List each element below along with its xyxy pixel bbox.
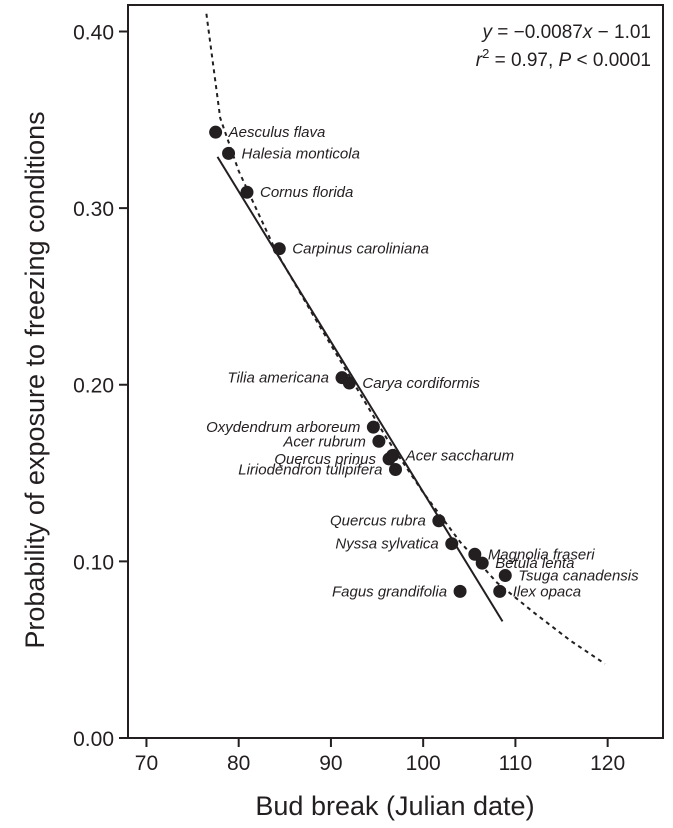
point-label: Quercus prinus: [274, 451, 376, 468]
point-label: Liriodendron tulipifera: [238, 462, 382, 479]
x-axis-title: Bud break (Julian date): [255, 791, 534, 821]
point-label: Carya cordiformis: [362, 375, 480, 392]
point-label: Halesia monticola: [242, 145, 360, 162]
x-tick-label: 110: [499, 752, 532, 775]
point-label: Betula lenta: [495, 555, 574, 572]
data-point: [209, 125, 223, 139]
point-labels: Aesculus flava Halesia monticola Cornus fl…: [206, 124, 639, 600]
y-axis-title: Probability of exposure to freezing cond…: [20, 111, 50, 648]
point-label: Nyssa sylvatica: [335, 536, 438, 553]
point-label: Ilex opaca: [513, 583, 581, 600]
data-point: [382, 452, 396, 466]
eq-intercept: − 1.01: [592, 22, 651, 43]
eq-x-symbol: x: [582, 22, 594, 43]
point-label: Oxydendrum arboreum: [206, 419, 360, 436]
point-label: Cornus florida: [260, 184, 353, 201]
eq-slope: = −0.0087: [492, 22, 583, 43]
data-point: [342, 376, 356, 390]
data-point: [468, 547, 482, 561]
y-tick-label: 0.10: [73, 551, 114, 574]
data-point: [372, 434, 386, 448]
data-point: [453, 584, 467, 598]
x-tick-label: 70: [135, 752, 158, 775]
data-point: [389, 463, 402, 477]
fit-statistics: r2 = 0.97, P < 0.0001: [476, 46, 651, 71]
eq-y-symbol: y: [480, 22, 493, 43]
x-tick-label: 90: [319, 752, 342, 775]
point-label: Tilia americana: [227, 370, 329, 387]
data-point: [222, 146, 236, 160]
y-tick-label: 0.00: [73, 728, 114, 751]
point-label: Quercus rubra: [330, 513, 426, 530]
dashed-fit-curve: [205, 13, 606, 665]
point-label: Tsuga canadensis: [518, 568, 639, 585]
data-points: [209, 125, 512, 598]
data-point: [493, 584, 507, 598]
data-point: [475, 556, 489, 570]
y-tick-label: 0.40: [73, 21, 114, 44]
data-point: [240, 185, 254, 199]
data-point: [366, 420, 380, 434]
y-tick-label: 0.20: [73, 375, 114, 398]
plot-frame: [127, 4, 664, 739]
x-tick-label: 80: [227, 752, 250, 775]
r-value: = 0.97,: [489, 50, 558, 71]
x-tick-label: 100: [406, 752, 441, 775]
y-tick-label: 0.30: [73, 198, 114, 221]
axis-ticks: 70 80 90 100 110 120 0.00 0.10 0.20 0.30 0.40: [73, 21, 625, 775]
regression-equation: y = −0.0087x − 1.01: [480, 22, 651, 43]
r-symbol: r: [476, 50, 483, 71]
p-value: < 0.0001: [571, 50, 651, 71]
point-label: Acer rubrum: [282, 433, 366, 450]
data-point: [498, 569, 512, 583]
p-symbol: P: [559, 50, 572, 71]
point-label: Acer saccharum: [405, 447, 514, 464]
data-point: [272, 242, 286, 256]
data-point: [432, 514, 446, 528]
r-exponent: 2: [482, 46, 489, 61]
point-label: Magnolia fraseri: [488, 546, 595, 563]
point-label: Aesculus flava: [228, 124, 326, 141]
point-label: Carpinus caroliniana: [292, 241, 429, 258]
data-point: [445, 537, 459, 551]
x-tick-label: 120: [590, 752, 625, 775]
point-label: Fagus grandifolia: [332, 583, 447, 600]
